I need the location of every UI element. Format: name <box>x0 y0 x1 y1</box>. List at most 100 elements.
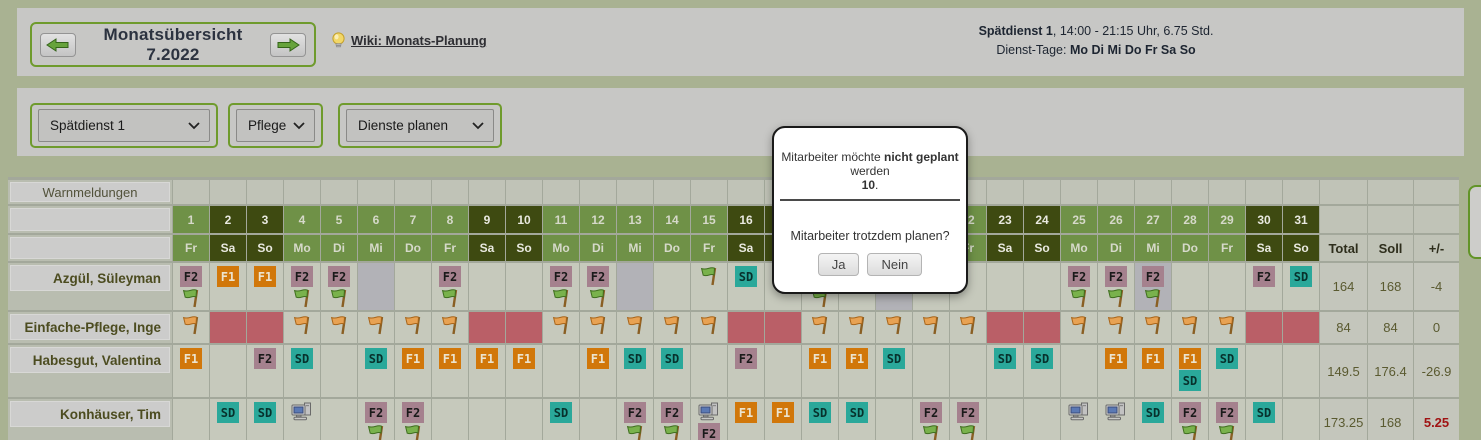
shift-day-cell[interactable] <box>1061 345 1097 397</box>
shift-day-cell[interactable] <box>913 345 949 397</box>
shift-day-cell[interactable] <box>617 312 653 343</box>
shift-day-cell[interactable] <box>432 399 468 440</box>
shift-day-cell[interactable] <box>876 399 912 440</box>
shift-day-cell[interactable]: F1 <box>432 345 468 397</box>
shift-day-cell[interactable] <box>1246 345 1282 397</box>
shift-day-cell[interactable] <box>506 263 542 310</box>
shift-day-cell[interactable]: F2 <box>950 399 986 440</box>
shift-day-cell[interactable]: F1 <box>506 345 542 397</box>
shift-day-cell[interactable] <box>1283 399 1319 440</box>
shift-day-cell[interactable]: SD <box>876 345 912 397</box>
shift-day-cell[interactable]: F2 <box>321 263 357 310</box>
shift-day-cell[interactable] <box>580 399 616 440</box>
shift-day-cell[interactable]: F1 <box>395 345 431 397</box>
shift-day-cell[interactable]: F2 <box>543 263 579 310</box>
shift-day-cell[interactable]: F2 <box>432 263 468 310</box>
shift-day-cell[interactable] <box>950 345 986 397</box>
shift-day-cell[interactable] <box>173 399 209 440</box>
shift-day-cell[interactable] <box>765 312 801 343</box>
shift-day-cell[interactable] <box>358 263 394 310</box>
shift-day-cell[interactable]: SD <box>987 345 1023 397</box>
shift-day-cell[interactable]: F2 <box>913 399 949 440</box>
shift-day-cell[interactable]: F1 <box>839 345 875 397</box>
no-button[interactable]: Nein <box>867 253 923 276</box>
shift-day-cell[interactable] <box>321 399 357 440</box>
shift-day-cell[interactable]: F2 <box>1061 263 1097 310</box>
shift-day-cell[interactable]: SD <box>839 399 875 440</box>
shift-day-cell[interactable]: F2 <box>395 399 431 440</box>
employee-name[interactable]: Einfache-Pflege, Inge <box>10 314 170 340</box>
shift-day-cell[interactable] <box>1135 312 1171 343</box>
shift-day-cell[interactable] <box>691 312 727 343</box>
shift-day-cell[interactable] <box>1172 263 1208 310</box>
shift-day-cell[interactable] <box>432 312 468 343</box>
shift-day-cell[interactable] <box>950 312 986 343</box>
shift-day-cell[interactable]: SD <box>543 399 579 440</box>
shift-day-cell[interactable]: F1 <box>173 345 209 397</box>
shift-day-cell[interactable]: SD <box>1283 263 1319 310</box>
employee-name[interactable]: Azgül, Süleyman <box>10 265 170 291</box>
shift-day-cell[interactable] <box>321 345 357 397</box>
shift-day-cell[interactable]: SD <box>617 345 653 397</box>
shift-day-cell[interactable]: F2 <box>617 399 653 440</box>
shift-day-cell[interactable] <box>913 312 949 343</box>
shift-day-cell[interactable] <box>1024 263 1060 310</box>
shift-day-cell[interactable] <box>1283 345 1319 397</box>
wiki-link[interactable]: Wiki: Monats-Planung <box>351 33 487 48</box>
shift-day-cell[interactable] <box>728 312 764 343</box>
shift-day-cell[interactable] <box>1098 312 1134 343</box>
shift-day-cell[interactable] <box>543 345 579 397</box>
employee-name[interactable]: Habesgut, Valentina <box>10 347 170 373</box>
shift-day-cell[interactable]: F2 <box>654 399 690 440</box>
shift-day-cell[interactable]: F1 <box>728 399 764 440</box>
shift-day-cell[interactable] <box>765 345 801 397</box>
shift-day-cell[interactable] <box>469 312 505 343</box>
shift-day-cell[interactable]: SD <box>1135 399 1171 440</box>
shift-select[interactable]: Spätdienst 1 <box>38 109 210 142</box>
shift-day-cell[interactable] <box>1061 312 1097 343</box>
shift-day-cell[interactable] <box>210 345 246 397</box>
shift-day-cell[interactable]: F2 <box>728 345 764 397</box>
shift-day-cell[interactable] <box>617 263 653 310</box>
shift-day-cell[interactable]: F2 <box>1098 263 1134 310</box>
shift-day-cell[interactable] <box>469 263 505 310</box>
action-select[interactable]: Dienste planen <box>346 109 494 142</box>
shift-day-cell[interactable] <box>1098 399 1134 440</box>
shift-day-cell[interactable] <box>173 312 209 343</box>
shift-day-cell[interactable] <box>469 399 505 440</box>
shift-day-cell[interactable]: F2 <box>173 263 209 310</box>
shift-day-cell[interactable] <box>284 312 320 343</box>
shift-day-cell[interactable] <box>654 312 690 343</box>
shift-day-cell[interactable] <box>543 312 579 343</box>
shift-day-cell[interactable]: SD <box>1024 345 1060 397</box>
shift-day-cell[interactable] <box>358 312 394 343</box>
shift-day-cell[interactable]: SD <box>1209 345 1245 397</box>
shift-day-cell[interactable]: F2 <box>247 345 283 397</box>
shift-day-cell[interactable] <box>802 312 838 343</box>
shift-day-cell[interactable] <box>987 263 1023 310</box>
shift-day-cell[interactable] <box>1024 399 1060 440</box>
shift-day-cell[interactable]: F1 <box>469 345 505 397</box>
shift-day-cell[interactable]: F1 <box>1135 345 1171 397</box>
vertical-scrollbar[interactable] <box>1468 185 1481 259</box>
shift-day-cell[interactable] <box>691 345 727 397</box>
shift-day-cell[interactable] <box>1209 263 1245 310</box>
shift-day-cell[interactable] <box>1209 312 1245 343</box>
shift-day-cell[interactable]: F2 <box>1135 263 1171 310</box>
shift-day-cell[interactable] <box>691 263 727 310</box>
shift-day-cell[interactable] <box>210 312 246 343</box>
employee-name[interactable]: Konhäuser, Tim <box>10 401 170 427</box>
shift-day-cell[interactable] <box>876 312 912 343</box>
shift-day-cell[interactable] <box>395 263 431 310</box>
shift-day-cell[interactable]: F1 <box>1098 345 1134 397</box>
shift-day-cell[interactable] <box>1024 312 1060 343</box>
shift-day-cell[interactable] <box>1061 399 1097 440</box>
shift-day-cell[interactable]: F2 <box>1246 263 1282 310</box>
yes-button[interactable]: Ja <box>817 253 860 276</box>
shift-day-cell[interactable] <box>654 263 690 310</box>
prev-month-button[interactable] <box>40 32 76 57</box>
shift-day-cell[interactable] <box>580 312 616 343</box>
shift-day-cell[interactable]: F2 <box>1209 399 1245 440</box>
shift-day-cell[interactable] <box>506 312 542 343</box>
shift-day-cell[interactable]: F1 <box>580 345 616 397</box>
